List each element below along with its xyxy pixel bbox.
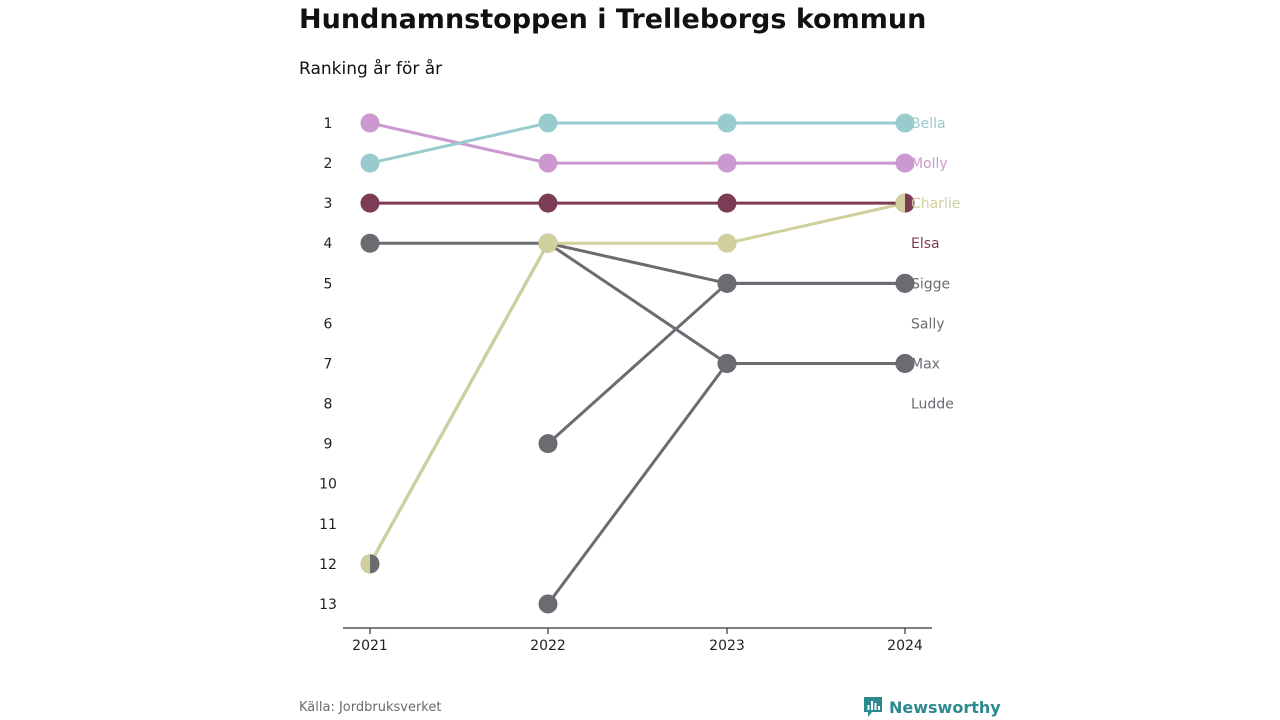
- series-line-ludde: [546, 361, 729, 606]
- point-sigge-2023: [717, 273, 737, 293]
- point-elsa-2024-half: [905, 193, 915, 213]
- point-max-2024: [895, 353, 915, 373]
- series-lines: [368, 121, 907, 606]
- x-axis-ticks: 2021 2022 2023 2024: [352, 628, 923, 654]
- point-bella-2021: [360, 153, 380, 173]
- end-label-elsa: Elsa: [911, 236, 940, 252]
- chart-title: Hundnamnstoppen i Trelleborgs kommun: [299, 4, 927, 35]
- series-line-bella: [368, 121, 550, 165]
- point-elsa-2022: [538, 193, 558, 213]
- end-label-bella: Bella: [911, 116, 946, 132]
- point-bella-2023: [717, 113, 737, 133]
- point-bella-2022: [538, 113, 558, 133]
- point-molly-2021: [360, 113, 380, 133]
- end-label-max: Max: [911, 356, 940, 372]
- point-molly-2023: [717, 153, 737, 173]
- end-label-molly: Molly: [911, 156, 948, 172]
- y-tick-label: 11: [319, 517, 337, 533]
- x-tick-label: 2021: [352, 638, 388, 654]
- y-tick-label: 4: [324, 236, 333, 252]
- y-tick-label: 9: [324, 437, 333, 453]
- end-label-sally: Sally: [911, 316, 945, 332]
- y-tick-label: 12: [319, 557, 337, 573]
- y-tick-label: 1: [324, 116, 333, 132]
- x-tick-label: 2024: [887, 638, 923, 654]
- brand-logo: Newsworthy: [863, 695, 1001, 719]
- point-bella-2024: [895, 113, 915, 133]
- point-sigge-2024: [895, 273, 915, 293]
- end-label-sigge: Sigge: [911, 276, 950, 292]
- point-sigge-2021-half: [370, 554, 380, 574]
- point-elsa-2021: [360, 193, 380, 213]
- brand-name: Newsworthy: [889, 697, 1001, 717]
- y-tick-label: 5: [324, 276, 333, 292]
- y-tick-label: 7: [324, 356, 333, 372]
- point-charlie-2021-half: [360, 554, 370, 574]
- series-line-sigge: [546, 241, 729, 285]
- point-max-2023: [717, 353, 737, 373]
- chart-subtitle: Ranking år för år: [299, 59, 443, 79]
- series-line-sally: [546, 281, 729, 446]
- point-elsa-2023: [717, 193, 737, 213]
- end-labels: Bella Molly Charlie Elsa Sigge Sally Max Ludde: [911, 116, 960, 413]
- x-tick-label: 2022: [530, 638, 566, 654]
- series-line-max: [546, 241, 729, 365]
- series-points: [360, 113, 915, 614]
- y-tick-label: 8: [324, 397, 333, 413]
- x-tick-label: 2023: [709, 638, 745, 654]
- end-label-ludde: Ludde: [911, 397, 954, 413]
- series-line-charlie: [368, 241, 550, 566]
- series-line-charlie: [725, 201, 907, 245]
- point-charlie-2024-half: [895, 193, 905, 213]
- source-note: Källa: Jordbruksverket: [299, 700, 442, 715]
- y-tick-label: 13: [319, 597, 337, 613]
- newsworthy-logo-icon: [864, 697, 882, 717]
- y-tick-label: 10: [319, 477, 337, 493]
- y-tick-label: 3: [324, 196, 333, 212]
- point-sally-2022: [538, 434, 558, 454]
- point-max-2021: [360, 233, 380, 253]
- point-molly-2024: [895, 153, 915, 173]
- point-ludde-2022: [538, 594, 558, 614]
- point-charlie-2023: [717, 233, 737, 253]
- point-charlie-2022: [538, 233, 558, 253]
- point-molly-2022: [538, 153, 558, 173]
- y-tick-label: 6: [324, 316, 333, 332]
- y-tick-label: 2: [324, 156, 333, 172]
- end-label-charlie: Charlie: [911, 196, 960, 212]
